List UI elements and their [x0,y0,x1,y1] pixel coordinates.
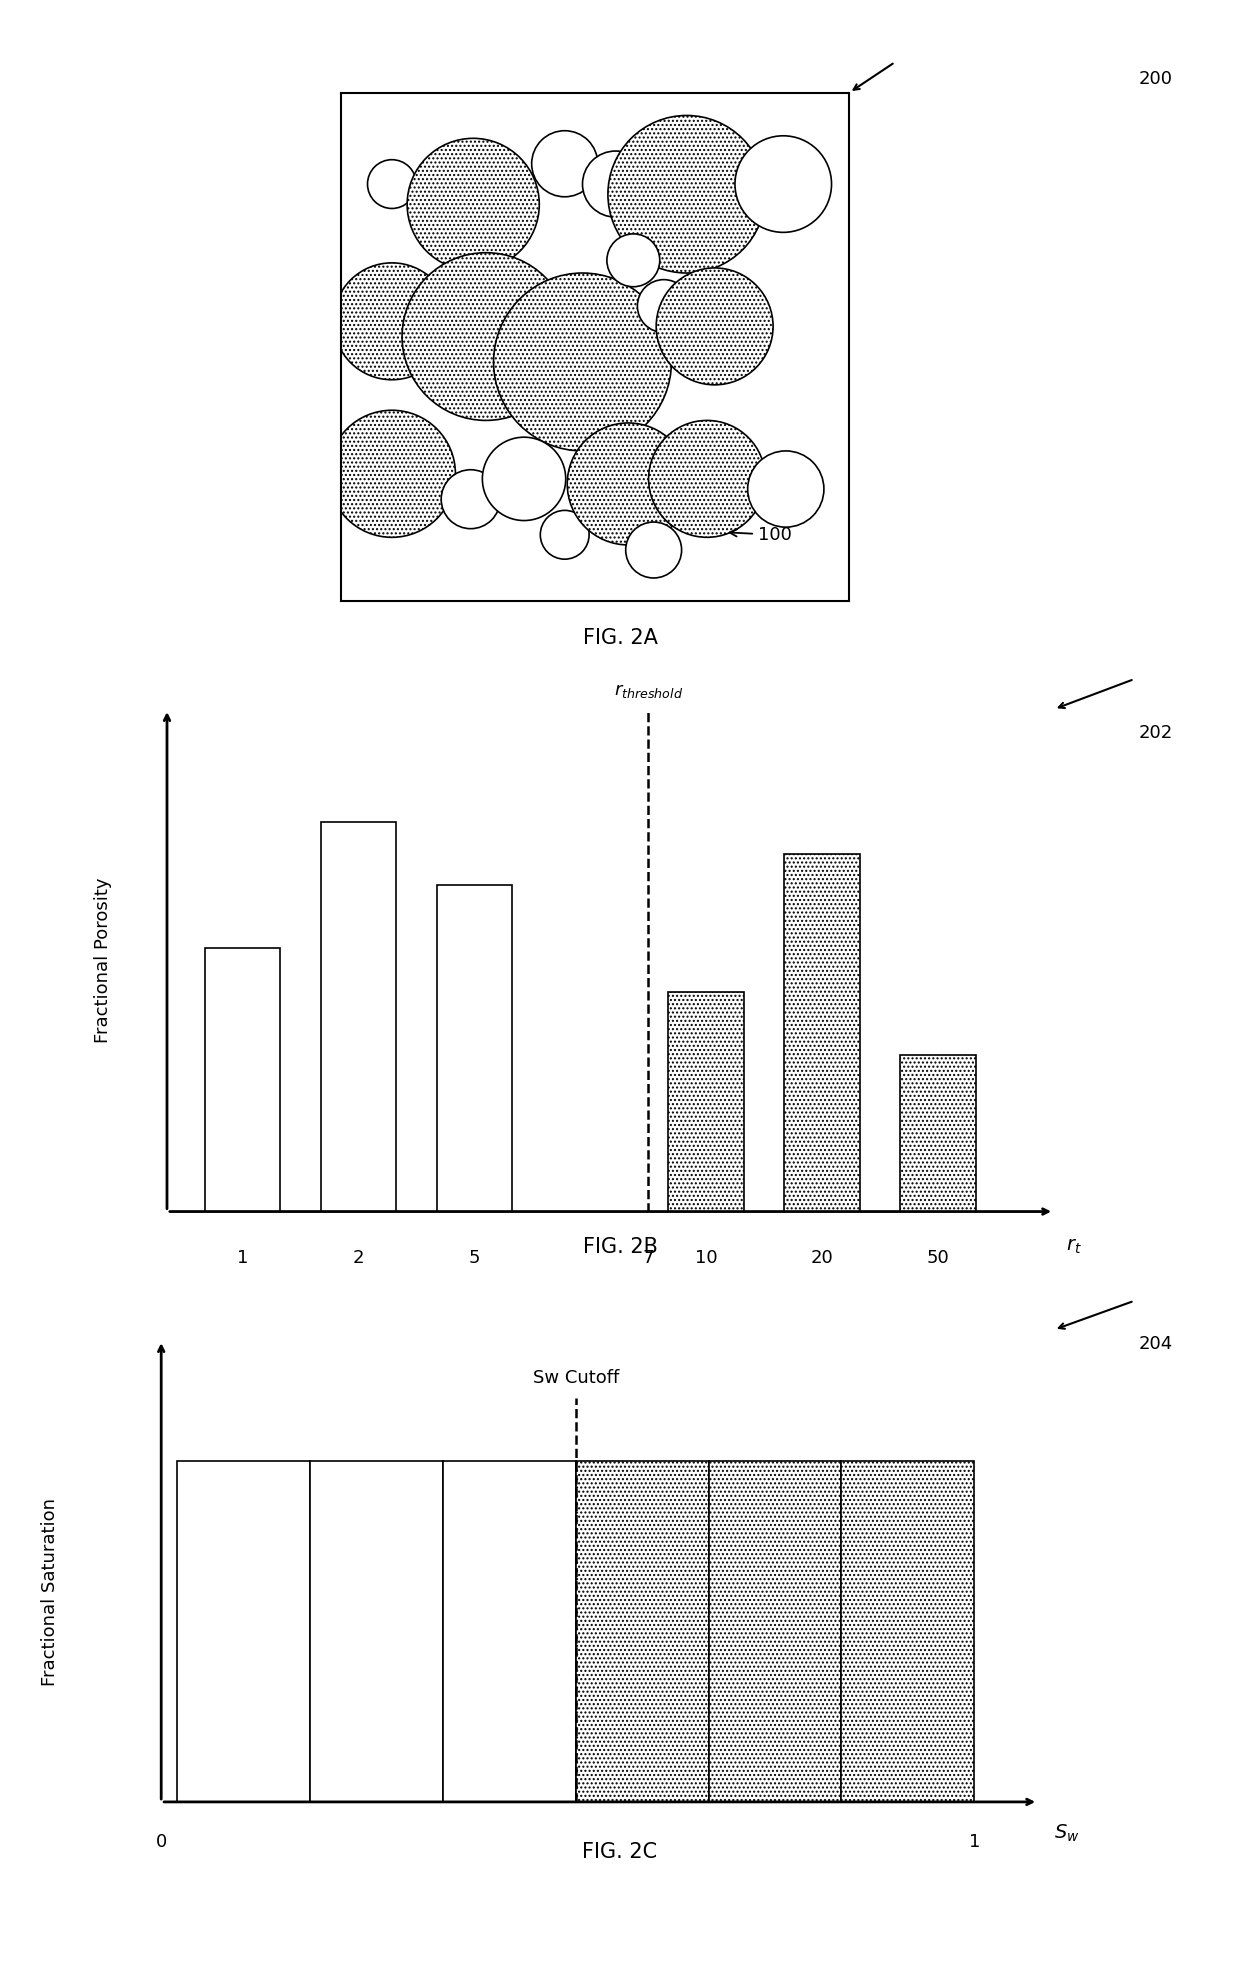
Text: FIG. 2A: FIG. 2A [583,628,657,648]
Ellipse shape [637,280,691,333]
Text: 50: 50 [926,1249,950,1267]
Bar [443,1462,575,1803]
Bar [321,821,396,1212]
Text: 1: 1 [237,1249,248,1267]
Text: 5: 5 [469,1249,480,1267]
Text: 202: 202 [1138,723,1173,743]
Text: 10: 10 [694,1249,718,1267]
Ellipse shape [583,152,649,217]
Text: FIG. 2B: FIG. 2B [583,1237,657,1257]
Text: Fractional Saturation: Fractional Saturation [41,1497,58,1686]
Ellipse shape [367,160,417,209]
Ellipse shape [735,136,832,232]
Text: 204: 204 [1138,1334,1173,1353]
Text: 20: 20 [811,1249,833,1267]
Bar [668,991,744,1212]
Bar [177,1462,310,1803]
Text: FIG. 2C: FIG. 2C [583,1842,657,1862]
Text: 1: 1 [968,1834,980,1852]
Bar [205,948,280,1212]
Ellipse shape [329,410,455,538]
Ellipse shape [606,234,660,288]
Ellipse shape [567,424,689,546]
Bar [900,1054,976,1212]
Bar [436,885,512,1212]
Bar [842,1462,975,1803]
Text: 200: 200 [1138,69,1172,89]
Text: $S_w$: $S_w$ [1054,1822,1080,1844]
Ellipse shape [402,252,570,420]
Ellipse shape [626,522,682,577]
Text: Fractional Porosity: Fractional Porosity [94,877,113,1044]
Ellipse shape [748,451,823,528]
Bar [785,853,859,1212]
Ellipse shape [541,510,589,559]
Ellipse shape [608,116,765,274]
Ellipse shape [441,469,500,528]
Ellipse shape [334,262,450,380]
Ellipse shape [494,274,671,451]
Ellipse shape [532,130,598,197]
Ellipse shape [656,268,773,384]
Bar [708,1462,842,1803]
Ellipse shape [407,138,539,270]
Text: $r_t$: $r_t$ [1065,1237,1081,1255]
Bar [310,1462,443,1803]
Text: 2: 2 [352,1249,365,1267]
Bar [575,1462,708,1803]
Ellipse shape [482,437,565,520]
Ellipse shape [649,420,765,538]
Text: 100: 100 [729,526,791,544]
Text: Sw Cutoff: Sw Cutoff [533,1369,619,1387]
Text: 0: 0 [155,1834,167,1852]
Text: 7: 7 [642,1249,653,1267]
Text: $r_{threshold}$: $r_{threshold}$ [614,682,683,699]
